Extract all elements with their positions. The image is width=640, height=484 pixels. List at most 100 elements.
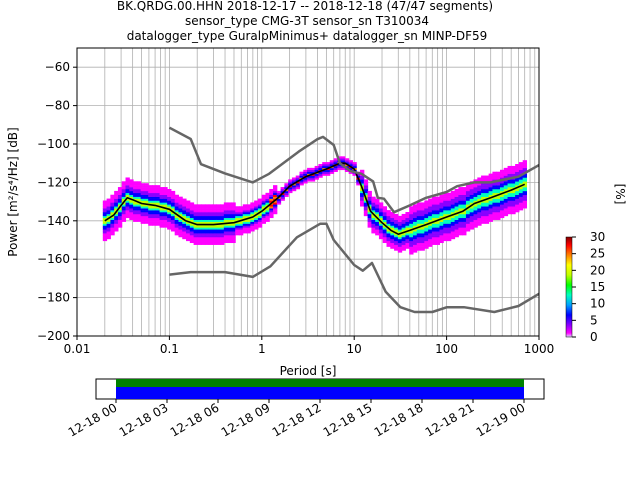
heatmap-cell [254,204,259,207]
heatmap-cell [182,215,187,219]
heatmap-cell [416,242,422,245]
heatmap-cell [439,200,444,203]
heatmap-cell [129,190,134,194]
heatmap-cell [435,227,440,230]
heatmap-cell [481,192,486,196]
heatmap-cell [431,210,437,213]
heatmap-cell [394,213,399,217]
heatmap-cell [503,212,509,215]
heatmap-cell [428,204,433,207]
x-tick-label: 10 [347,342,362,356]
heatmap-cell [515,210,520,213]
heatmap-cell [182,221,187,224]
heatmap-cell [208,242,214,245]
heatmap-cell [140,213,145,217]
heatmap-cell [409,246,414,249]
heatmap-cell [477,183,482,186]
heatmap-cell [439,221,444,224]
heatmap-cell [265,219,270,222]
heatmap-cell [378,236,384,240]
heatmap-cell [151,200,157,203]
heatmap-cell [208,236,214,240]
heatmap-cell [454,229,459,232]
heatmap-cell [458,200,463,203]
heatmap-cell [481,175,486,178]
heatmap-cell [450,202,456,205]
heatmap-cell [341,156,346,159]
heatmap-cell [469,183,475,186]
heatmap-cell [360,196,365,199]
heatmap-cell [163,213,168,217]
heatmap-cell [133,194,138,197]
heatmap-cell [273,200,278,203]
heatmap-cell [431,215,437,219]
heatmap-cell [216,229,221,232]
heatmap-cell [117,208,123,211]
heatmap-cell [499,185,505,188]
heatmap-cell [518,162,524,165]
heatmap-cell [117,198,123,201]
heatmap-cell [212,206,217,209]
heatmap-cell [469,219,475,222]
heatmap-cell [204,236,210,240]
colorbar-tick-label: 5 [590,313,598,327]
heatmap-cell [155,221,161,224]
heatmap-cell [223,217,229,220]
heatmap-cell [114,221,119,224]
colorbar-label: [%] [613,184,627,205]
heatmap-cell [363,192,369,196]
heatmap-cell [174,194,179,197]
heatmap-cell [269,198,274,201]
heatmap-cell [204,231,210,234]
heatmap-cell [496,213,501,217]
heatmap-cell [382,213,388,217]
heatmap-cell [390,227,395,230]
heatmap-cell [269,212,274,215]
heatmap-cell [416,215,422,219]
y-tick-label: −160 [37,252,70,266]
heatmap-cell [163,219,168,222]
heatmap-cell [469,208,475,211]
heatmap-cell [465,229,471,232]
heatmap-cell [394,242,399,245]
heatmap-cell [246,227,251,230]
heatmap-cell [443,231,448,234]
heatmap-cell [163,225,168,228]
heatmap-cell [386,225,391,228]
heatmap-cell [503,175,509,178]
heatmap-cell [106,233,111,236]
heatmap-cell [488,187,493,190]
heatmap-cell [499,202,505,205]
heatmap-cell [125,204,130,207]
heatmap-cell [405,236,410,240]
heatmap-cell [439,219,444,222]
heatmap-cell [367,225,372,228]
heatmap-cell [462,212,467,215]
heatmap-cell [443,208,448,211]
heatmap-cell [254,217,259,220]
heatmap-cell [114,213,119,217]
heatmap-cell [167,202,172,205]
heatmap-cell [481,208,486,211]
heatmap-cell [220,238,225,242]
heatmap-cell [458,213,463,217]
heatmap-cell [140,215,145,219]
heatmap-cell [378,204,384,207]
heatmap-cell [431,202,437,205]
heatmap-cell [227,204,232,207]
heatmap-cell [371,227,376,230]
heatmap-cell [428,231,433,234]
heatmap-cell [212,212,217,215]
heatmap-cell [201,213,206,217]
heatmap-cell [363,194,369,197]
heatmap-cell [204,219,210,222]
heatmap-cell [401,213,406,217]
heatmap-cell [367,198,372,201]
heatmap-cell [178,212,183,215]
heatmap-cell [515,192,520,196]
heatmap-cell [151,202,157,205]
heatmap-cell [447,198,452,201]
heatmap-cell [117,217,123,220]
heatmap-cell [193,238,198,242]
